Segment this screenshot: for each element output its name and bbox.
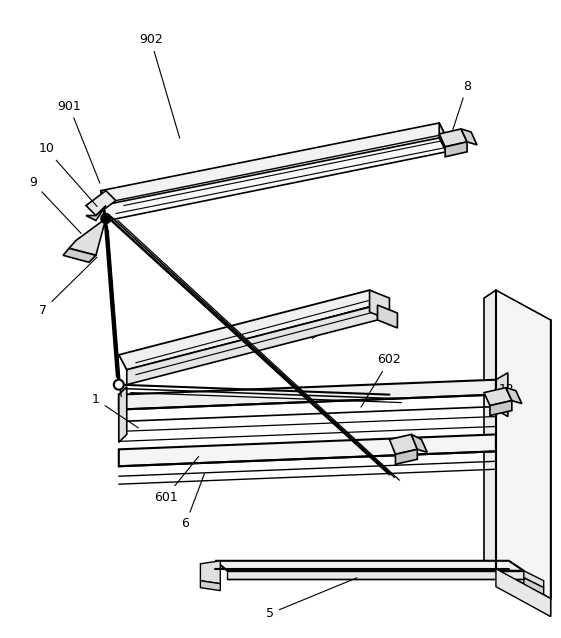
Text: 10: 10 <box>38 142 97 207</box>
Polygon shape <box>411 434 427 452</box>
Polygon shape <box>119 434 496 466</box>
Polygon shape <box>101 138 446 221</box>
Text: 5: 5 <box>266 578 357 620</box>
Text: 6: 6 <box>182 474 204 530</box>
Polygon shape <box>496 373 508 417</box>
Polygon shape <box>119 380 496 410</box>
Polygon shape <box>86 205 106 221</box>
Polygon shape <box>484 388 512 406</box>
Polygon shape <box>200 561 220 584</box>
Polygon shape <box>101 123 446 205</box>
Polygon shape <box>396 449 417 464</box>
Text: 12: 12 <box>493 383 515 403</box>
Polygon shape <box>439 123 446 152</box>
Text: 602: 602 <box>361 353 401 407</box>
Polygon shape <box>506 388 522 404</box>
Polygon shape <box>524 578 544 595</box>
Polygon shape <box>490 401 512 415</box>
Polygon shape <box>86 191 116 216</box>
Polygon shape <box>200 581 220 591</box>
Polygon shape <box>534 591 551 616</box>
Polygon shape <box>524 571 544 588</box>
Polygon shape <box>461 129 477 145</box>
Polygon shape <box>119 387 127 442</box>
Text: 7: 7 <box>39 257 97 316</box>
Polygon shape <box>378 305 397 328</box>
Polygon shape <box>127 305 378 385</box>
Polygon shape <box>101 191 108 221</box>
Polygon shape <box>69 218 106 255</box>
Polygon shape <box>119 290 378 370</box>
Polygon shape <box>496 568 551 616</box>
Polygon shape <box>227 571 524 579</box>
Circle shape <box>101 214 111 223</box>
Text: 8: 8 <box>450 80 471 138</box>
Text: 9: 9 <box>29 176 81 234</box>
Polygon shape <box>445 142 467 157</box>
Polygon shape <box>484 290 496 577</box>
Polygon shape <box>370 290 389 320</box>
Polygon shape <box>215 561 524 571</box>
Text: 11: 11 <box>312 304 367 339</box>
Circle shape <box>114 380 124 390</box>
Text: 902: 902 <box>139 33 180 138</box>
Polygon shape <box>389 434 417 454</box>
Text: 901: 901 <box>57 100 100 183</box>
Polygon shape <box>439 129 467 147</box>
Text: 601: 601 <box>154 456 199 503</box>
Text: 1: 1 <box>92 393 139 428</box>
Polygon shape <box>496 290 551 598</box>
Polygon shape <box>63 248 96 262</box>
